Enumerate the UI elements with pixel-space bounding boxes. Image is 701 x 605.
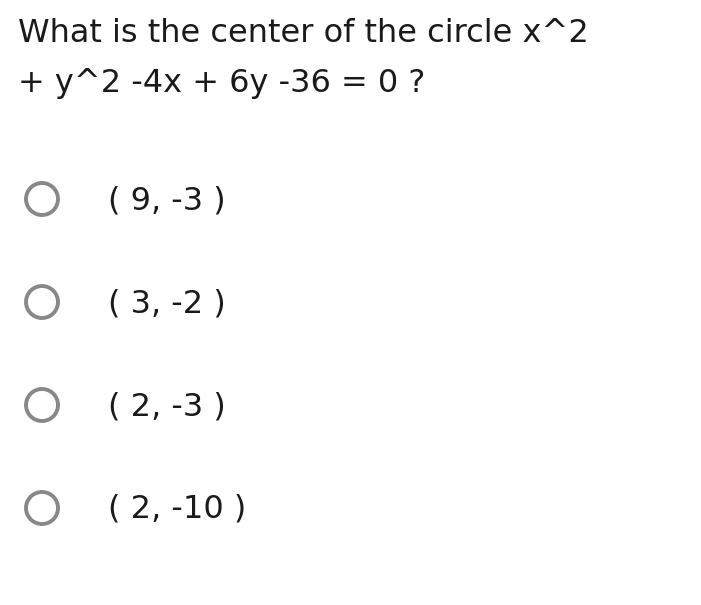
Text: ( 9, -3 ): ( 9, -3 )	[108, 185, 226, 216]
Text: + y^2 -4x + 6y -36 = 0 ?: + y^2 -4x + 6y -36 = 0 ?	[18, 68, 426, 99]
Text: ( 2, -3 ): ( 2, -3 )	[108, 391, 226, 422]
Text: ( 3, -2 ): ( 3, -2 )	[108, 288, 226, 319]
Text: ( 2, -10 ): ( 2, -10 )	[108, 494, 246, 525]
Text: What is the center of the circle x^2: What is the center of the circle x^2	[18, 18, 589, 49]
